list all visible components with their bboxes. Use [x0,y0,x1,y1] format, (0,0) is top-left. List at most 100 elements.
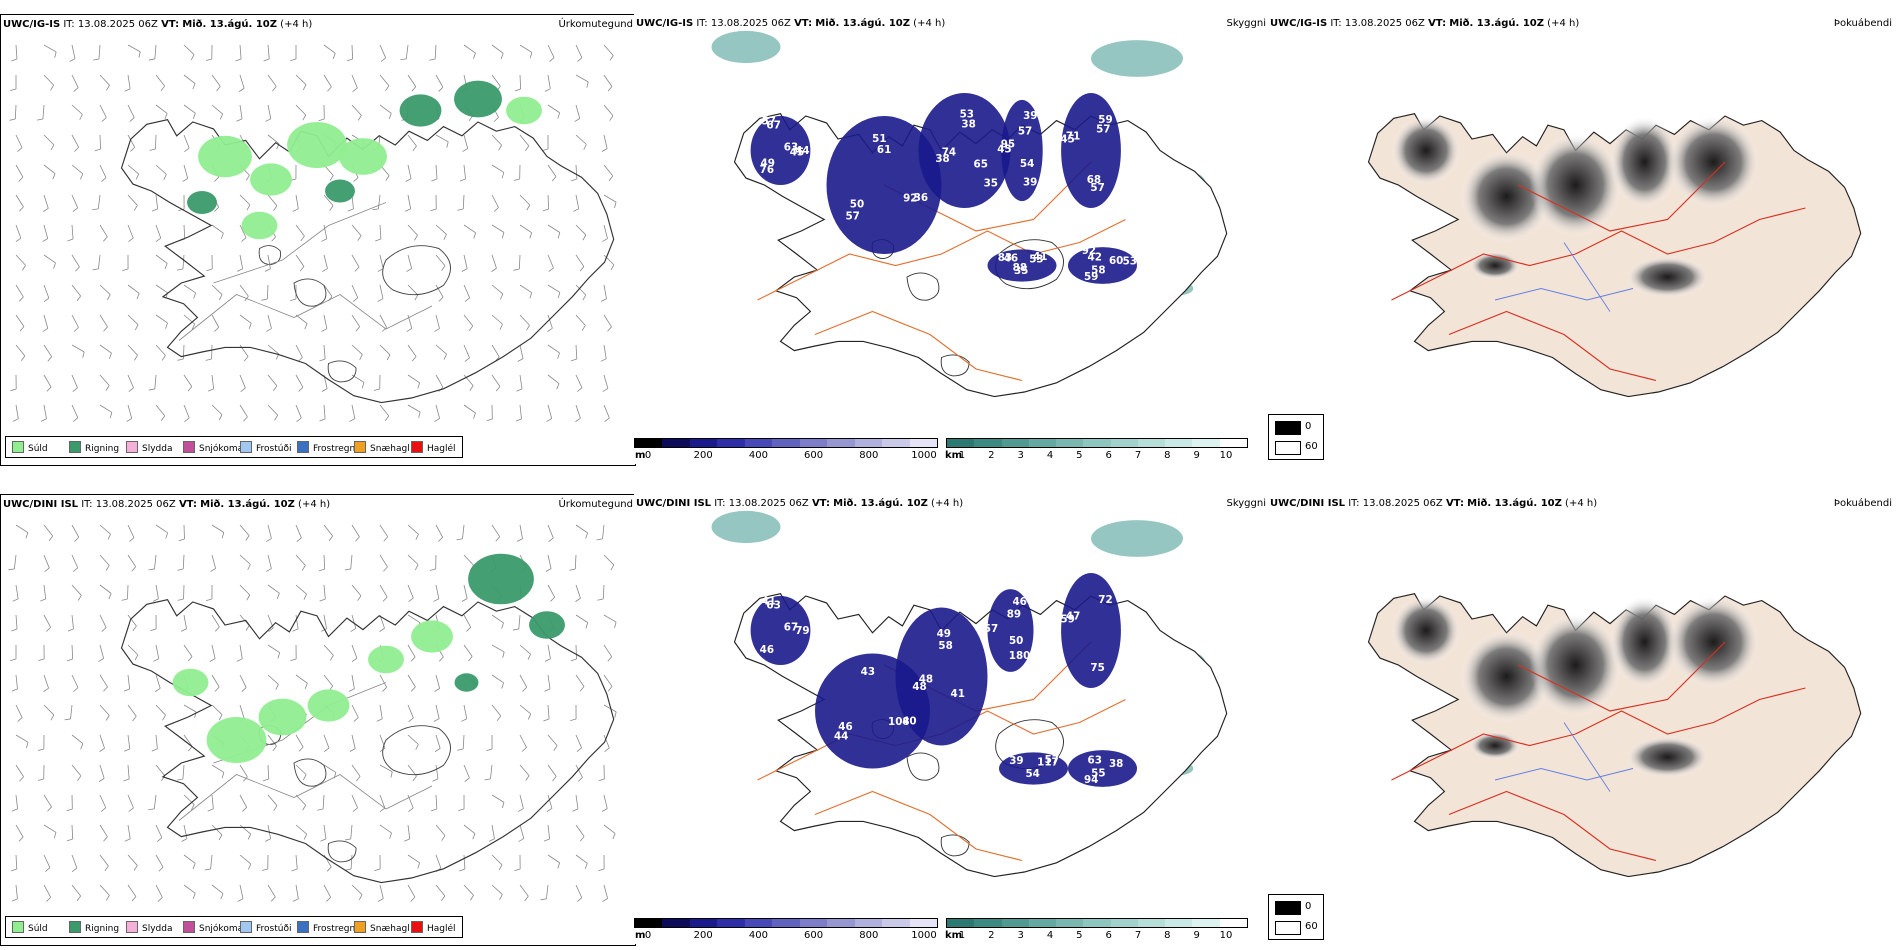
wind-barb [547,374,560,384]
low-cloud-area [1068,247,1137,284]
wind-barb [518,254,521,270]
panel-title: Skyggni [1226,18,1266,29]
cloud-base-value: 45 [997,143,1011,155]
wind-barb [127,224,134,239]
colorbar-tick-label: 2 [988,930,995,941]
wind-barb [547,254,554,269]
colorbar-tick-label: 1000 [911,930,937,941]
colorbar-bin [772,919,800,927]
legend-item: Rigning [69,441,119,455]
wind-barb [43,134,55,146]
wind-barb [183,224,186,240]
wind-barb [155,344,166,356]
drizzle-area [506,96,542,125]
legend-swatch [297,441,309,453]
wind-barb [323,404,326,419]
fog-area [1391,596,1461,665]
wind-barb [490,764,493,779]
wind-barb [603,44,614,56]
colorbar-tick-label: 7 [1134,450,1142,461]
wind-barb [15,344,26,357]
wind-barb [575,164,578,179]
visibility-tick-labels: 1 2 3 4 5 6 7 8 9 10 [959,450,1233,462]
fog-high-swatch [1275,921,1301,935]
wind-barb [155,704,166,716]
drizzle-area [307,689,350,722]
wind-barb [323,344,326,359]
colorbar-bin [717,919,745,927]
wind-barb [99,794,107,808]
cloud-base-value: 54 [1025,768,1039,780]
wind-barb [491,164,505,173]
wind-barb [43,164,56,174]
wind-barb [295,344,303,358]
colorbar-bin [1028,439,1057,447]
legend-swatch [126,441,138,453]
fog-area [1460,150,1553,243]
wind-barb [575,764,583,778]
fog-map [1367,593,1862,878]
wind-barb [239,104,243,119]
wind-barb [603,704,617,713]
wind-barb [407,734,419,745]
wind-barb [323,284,333,297]
wind-barb [603,824,616,834]
wind-barb [463,134,469,149]
wind-barb [435,254,446,266]
wind-barb [547,824,551,839]
wind-barb [127,884,137,897]
model-name: UWC/IG-IS [1270,18,1328,29]
colorbar-bin [1083,439,1111,447]
wind-barb [547,224,561,233]
cloud-base-value: 46 [1004,253,1018,265]
wind-barb [435,224,447,235]
wind-barb [435,524,443,538]
legend-swatch [240,441,252,453]
colorbar-tick-label: 10 [1219,930,1233,941]
wind-barb [405,44,409,59]
cloud-base-value: 58 [938,640,952,652]
wind-barb [491,224,505,233]
cloud-base-value: 68 [1087,174,1101,186]
cloud-ceiling-colorbar [634,918,938,928]
wind-barb [239,794,248,808]
wind-barb [99,584,112,594]
colorbar-bin [1165,919,1193,927]
wind-barb [99,734,105,749]
wind-barb [435,764,439,779]
wind-barb [98,254,101,269]
fog-area [1529,613,1622,717]
wind-barb [519,224,532,234]
legend-label: Frostregn [313,444,356,454]
wind-barb [575,104,581,119]
legend-item: Frostregn [297,921,355,935]
cloud-map: 67 44 49 50 59 57 55 41 40 48 89 75 39 38 46 43 41 57 72 54… [711,510,1228,878]
legend-swatch [12,921,24,933]
wind-barb [183,704,197,713]
legend-label: Snæhagl [370,924,410,934]
legend-swatch [126,921,138,933]
wind-barb [603,194,617,203]
cloud-base-value: 54 [1020,158,1034,170]
wind-barb [295,404,302,419]
wind-barb [351,794,358,809]
wind-barb [407,854,420,864]
low-cloud-area [750,116,811,185]
panel-header: UWC/IG-IS IT: 13.08.2025 06Z VT: Mið. 13… [3,19,633,30]
wind-barb [351,44,354,60]
wind-barb [407,134,417,147]
wind-barb [491,74,501,87]
wind-barb [435,674,441,689]
colorbar-bin [689,919,718,927]
wind-barb [71,224,74,239]
wind-barb [379,794,386,809]
wind-barb [547,194,550,210]
wind-barb [407,374,420,384]
wind-barb [491,644,505,653]
wind-barb [127,614,137,627]
cloud-base-value: 60 [1109,255,1123,267]
wind-barb [603,374,609,389]
wind-barb [295,674,308,684]
wind-barb [127,374,134,389]
wind-barb [182,344,185,360]
